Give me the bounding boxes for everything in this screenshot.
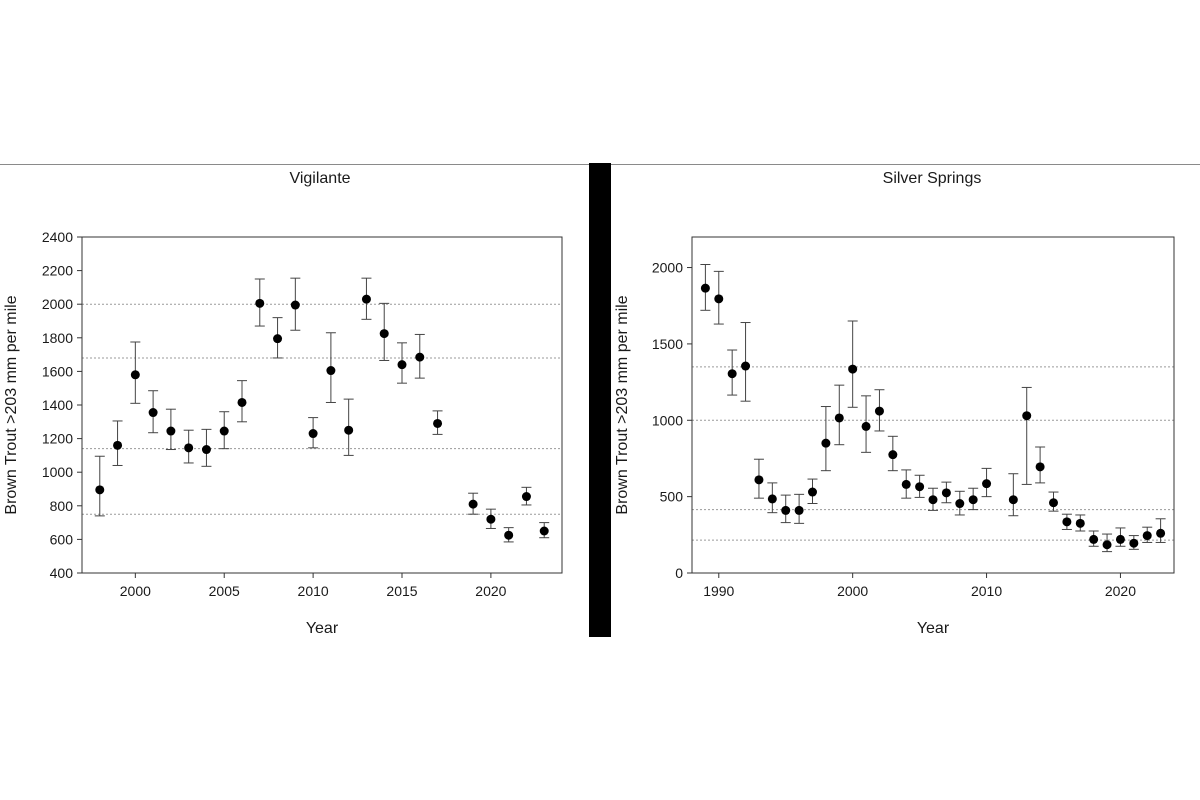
- x-tick-label: 2010: [298, 583, 329, 599]
- data-point: [1022, 411, 1032, 421]
- x-tick-label: 2015: [386, 583, 417, 599]
- y-tick-label: 800: [50, 498, 74, 514]
- data-point: [901, 479, 911, 489]
- x-tick-label: 2000: [120, 583, 151, 599]
- data-point: [1049, 498, 1058, 508]
- data-point: [95, 485, 105, 495]
- data-point: [166, 426, 176, 436]
- x-tick-label: 2020: [475, 583, 506, 599]
- data-point: [130, 370, 140, 380]
- y-tick-label: 1200: [42, 431, 73, 447]
- data-point: [861, 421, 871, 431]
- data-point: [184, 443, 194, 453]
- x-axis-label: Year: [306, 620, 339, 637]
- chart-title: Silver Springs: [883, 170, 982, 187]
- data-point: [955, 499, 965, 509]
- y-tick-label: 0: [675, 565, 683, 581]
- data-point: [237, 397, 247, 407]
- data-point: [273, 334, 283, 344]
- x-tick-label: 2000: [837, 583, 868, 599]
- silver-springs-chart: Silver Springs Year Brown Trout >203 mm …: [614, 170, 1175, 637]
- data-point: [148, 408, 158, 418]
- y-tick-label: 2000: [42, 296, 73, 312]
- data-point: [1062, 517, 1072, 527]
- x-tick-label: 2005: [209, 583, 240, 599]
- data-point: [433, 418, 443, 428]
- data-point: [308, 429, 318, 439]
- data-point: [113, 440, 123, 450]
- data-point: [915, 482, 925, 492]
- y-axis-label: Brown Trout >203 mm per mile: [3, 295, 20, 514]
- data-point: [781, 505, 791, 515]
- y-tick-label: 500: [660, 489, 684, 505]
- plot-frame: [691, 236, 1175, 574]
- data-point: [361, 294, 371, 304]
- data-point: [982, 479, 992, 489]
- data-point: [821, 438, 831, 448]
- plot-area: 400 600 800 1000 1200 1400 1600 1800 2000 2200 240…: [42, 229, 563, 599]
- data-point: [1089, 534, 1099, 544]
- y-tick-label: 2000: [652, 260, 683, 276]
- y-tick-label: 400: [50, 565, 74, 581]
- y-tick-label: 2200: [42, 263, 73, 279]
- data-point: [941, 488, 951, 498]
- data-point: [326, 366, 336, 376]
- data-point: [1156, 528, 1166, 538]
- data-point: [201, 445, 211, 455]
- x-tick-label: 2020: [1105, 583, 1136, 599]
- chart-title: Vigilante: [289, 170, 350, 187]
- data-point: [539, 526, 549, 536]
- data-point: [700, 283, 710, 293]
- data-point: [1115, 534, 1125, 544]
- data-point: [379, 329, 389, 339]
- data-point: [1035, 462, 1045, 472]
- data-point: [928, 495, 938, 505]
- data-point: [727, 369, 737, 379]
- y-tick-label: 1400: [42, 397, 73, 413]
- data-point: [968, 495, 978, 505]
- data-point: [754, 475, 764, 485]
- data-point: [219, 426, 229, 436]
- data-point: [468, 499, 478, 509]
- data-point: [1102, 540, 1112, 550]
- data-point: [794, 505, 804, 515]
- data-point: [415, 352, 425, 362]
- plot-area: 0 500 1000 1500 2000 1990 2000 2010 2020: [652, 236, 1175, 599]
- vigilante-chart: Vigilante Year Brown Trout >203 mm per m…: [3, 170, 563, 637]
- x-tick-label: 2010: [971, 583, 1002, 599]
- data-point: [741, 361, 751, 371]
- panel-divider: [589, 163, 611, 637]
- data-point: [255, 298, 265, 308]
- data-point: [486, 514, 496, 524]
- data-point: [1075, 518, 1085, 528]
- y-axis-label: Brown Trout >203 mm per mile: [614, 295, 631, 514]
- data-point: [888, 450, 898, 460]
- data-point: [521, 492, 531, 502]
- x-axis-label: Year: [917, 620, 950, 637]
- data-point: [834, 413, 844, 423]
- data-point: [1142, 531, 1152, 541]
- x-tick-label: 1990: [703, 583, 734, 599]
- data-point: [848, 364, 858, 374]
- y-tick-label: 1600: [42, 363, 73, 379]
- data-point: [344, 425, 354, 435]
- y-tick-label: 2400: [42, 229, 73, 245]
- data-point: [504, 530, 514, 540]
- data-point: [290, 300, 300, 310]
- y-tick-label: 1000: [42, 464, 73, 480]
- data-point: [1008, 495, 1018, 505]
- data-point: [1129, 538, 1139, 548]
- y-tick-label: 1800: [42, 330, 73, 346]
- data-point: [714, 294, 724, 304]
- y-tick-label: 600: [50, 531, 74, 547]
- data-point: [808, 487, 817, 497]
- data-point: [397, 360, 407, 370]
- data-point: [874, 406, 884, 416]
- y-tick-label: 1000: [652, 412, 683, 428]
- data-point: [767, 494, 777, 504]
- y-tick-label: 1500: [652, 336, 683, 352]
